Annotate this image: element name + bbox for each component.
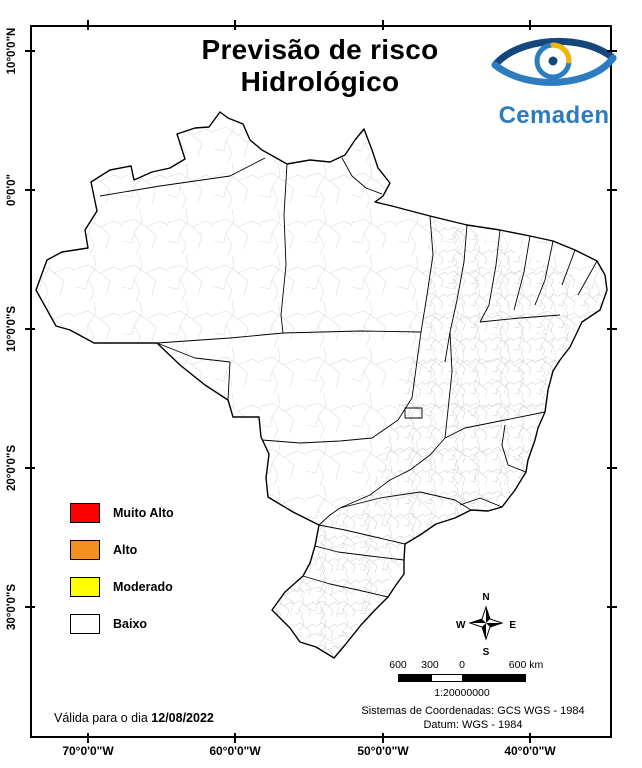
crs-line-2: Datum: WGS - 1984	[423, 719, 523, 731]
tick	[25, 328, 35, 330]
validity-date: 12/08/2022	[151, 711, 214, 725]
legend-label-muito-alto: Muito Alto	[113, 506, 174, 520]
tick	[607, 328, 617, 330]
legend-item-alto: Alto	[70, 540, 174, 560]
legend-label-alto: Alto	[113, 543, 138, 557]
cemaden-logo: Cemaden	[487, 30, 621, 130]
tick	[234, 733, 236, 743]
tick	[607, 189, 617, 191]
cemaden-eye-icon	[491, 37, 617, 86]
scale-bar-graphic	[398, 674, 526, 682]
scale-label-300: 300	[421, 659, 439, 671]
compass-star-icon	[468, 605, 504, 641]
risk-legend: Muito Alto Alto Moderado Baixo	[70, 503, 174, 651]
validity-note: Válida para o dia 12/08/2022	[54, 711, 214, 725]
page-title: Previsão de risco Hidrológico	[115, 34, 525, 99]
compass-east-label: E	[509, 620, 516, 631]
scale-ratio: 1:20000000	[434, 687, 490, 699]
lat-label-0: 0°0'0"	[6, 174, 18, 206]
lon-label-70w: 70°0'0"W	[62, 744, 114, 758]
lat-label-20s: 20°0'0"S	[6, 444, 18, 492]
tick	[607, 50, 617, 52]
compass-south-label: S	[482, 647, 490, 658]
legend-swatch-muito-alto	[70, 503, 100, 523]
tick	[25, 50, 35, 52]
country-outline	[35, 111, 608, 659]
tick	[607, 606, 617, 608]
tick	[25, 606, 35, 608]
tick	[607, 467, 617, 469]
title-line-2: Hidrológico	[240, 66, 400, 98]
scale-segment	[463, 675, 525, 681]
legend-swatch-moderado	[70, 577, 100, 597]
compass-north-label: N	[482, 592, 490, 603]
crs-line-1: Sistemas de Coordenadas: GCS WGS - 1984	[361, 705, 585, 717]
brazil-map	[35, 111, 608, 659]
scale-segment	[431, 675, 463, 681]
compass-rose: N W E S	[456, 592, 516, 658]
legend-swatch-alto	[70, 540, 100, 560]
tick	[234, 20, 236, 30]
lat-label-10s: 10°0'0"S	[6, 305, 18, 353]
cemaden-wordmark: Cemaden	[498, 102, 610, 129]
scale-label-600-right: 600 km	[508, 659, 544, 671]
tick	[25, 189, 35, 191]
state-boundaries	[99, 157, 598, 598]
legend-label-moderado: Moderado	[113, 580, 173, 594]
tick	[382, 733, 384, 743]
legend-item-muito-alto: Muito Alto	[70, 503, 174, 523]
lat-label-30s: 30°0'0"S	[6, 583, 18, 631]
scale-label-0: 0	[459, 659, 465, 671]
tick	[87, 20, 89, 30]
legend-item-baixo: Baixo	[70, 614, 174, 634]
legend-label-baixo: Baixo	[113, 617, 148, 631]
lon-label-60w: 60°0'0"W	[209, 744, 261, 758]
scale-label-600-left: 600	[389, 659, 407, 671]
legend-item-moderado: Moderado	[70, 577, 174, 597]
lon-label-50w: 50°0'0"W	[357, 744, 409, 758]
tick	[529, 733, 531, 743]
title-line-1: Previsão de risco	[201, 34, 439, 65]
tick	[25, 467, 35, 469]
tick	[382, 20, 384, 30]
compass-west-label: W	[456, 620, 466, 631]
scale-bar: 600 300 0 600 km 1:20000000	[386, 659, 556, 699]
legend-swatch-baixo	[70, 614, 100, 634]
lat-label-10n: 10°0'0"N	[6, 27, 18, 75]
validity-prefix: Válida para o dia	[54, 711, 152, 725]
tick	[529, 20, 531, 30]
coordinate-system-note: Sistemas de Coordenadas: GCS WGS - 1984 …	[330, 704, 616, 732]
tick	[87, 733, 89, 743]
lon-label-40w: 40°0'0"W	[504, 744, 556, 758]
scale-segment	[399, 675, 431, 681]
distrito-federal-outline	[404, 407, 423, 419]
